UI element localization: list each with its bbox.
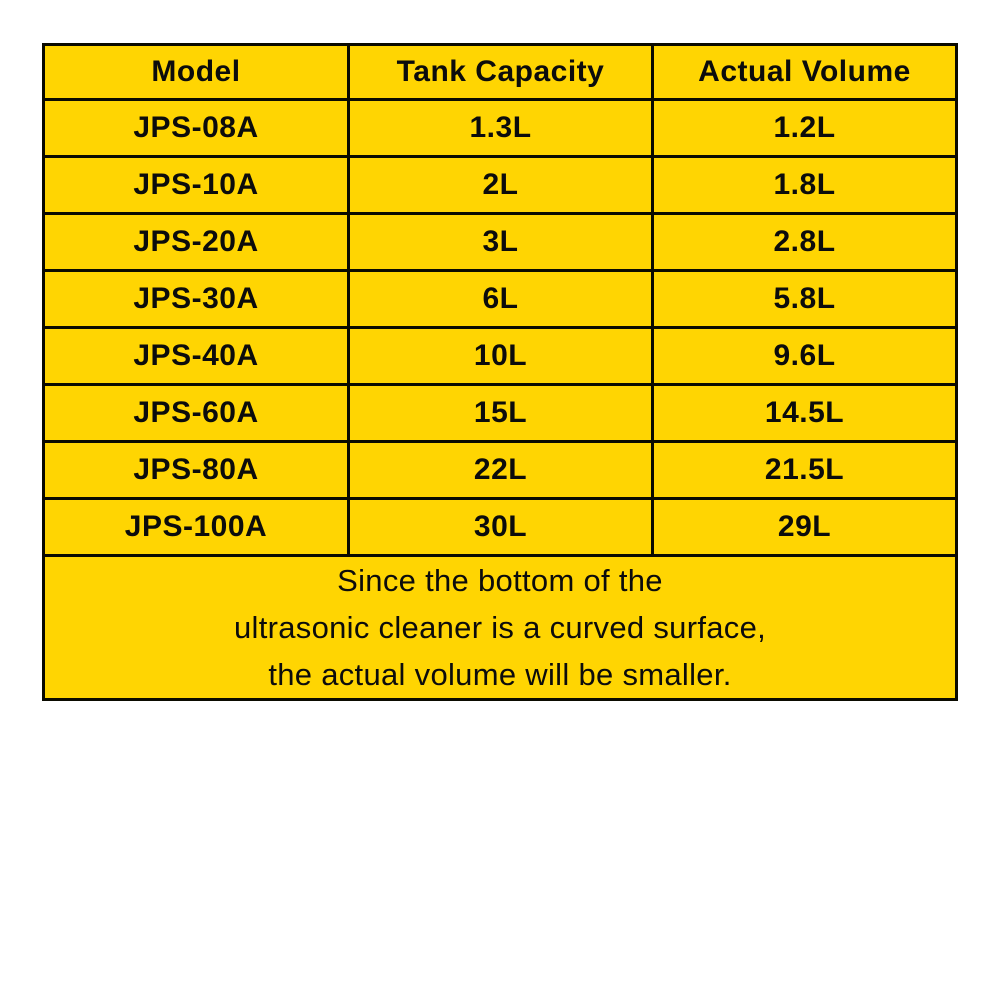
header-row: Model Tank Capacity Actual Volume (42, 43, 958, 101)
volume-cell: 14.5L (651, 383, 958, 443)
model-cell: JPS-40A (42, 326, 350, 386)
spec-table: Model Tank Capacity Actual Volume JPS-08… (42, 43, 958, 701)
capacity-cell: 6L (347, 269, 654, 329)
table-row: JPS-08A 1.3L 1.2L (42, 98, 958, 158)
volume-cell: 5.8L (651, 269, 958, 329)
volume-cell: 29L (651, 497, 958, 557)
note-cell: Since the bottom of the ultrasonic clean… (42, 554, 958, 701)
capacity-cell: 2L (347, 155, 654, 215)
table-row: JPS-100A 30L 29L (42, 497, 958, 557)
volume-cell: 21.5L (651, 440, 958, 500)
note-line: ultrasonic cleaner is a curved surface, (233, 610, 767, 645)
volume-cell: 1.8L (651, 155, 958, 215)
table-row: JPS-60A 15L 14.5L (42, 383, 958, 443)
header-actual-volume: Actual Volume (651, 43, 958, 101)
volume-cell: 1.2L (651, 98, 958, 158)
capacity-cell: 15L (347, 383, 654, 443)
model-cell: JPS-10A (42, 155, 350, 215)
model-cell: JPS-30A (42, 269, 350, 329)
volume-cell: 2.8L (651, 212, 958, 272)
model-cell: JPS-08A (42, 98, 350, 158)
capacity-cell: 10L (347, 326, 654, 386)
model-cell: JPS-80A (42, 440, 350, 500)
table-row: JPS-30A 6L 5.8L (42, 269, 958, 329)
note-line: the actual volume will be smaller. (268, 657, 732, 692)
capacity-cell: 3L (347, 212, 654, 272)
table-row: JPS-40A 10L 9.6L (42, 326, 958, 386)
capacity-cell: 22L (347, 440, 654, 500)
note-line: Since the bottom of the (337, 563, 663, 598)
note-row: Since the bottom of the ultrasonic clean… (42, 554, 958, 701)
table-row: JPS-80A 22L 21.5L (42, 440, 958, 500)
model-cell: JPS-20A (42, 212, 350, 272)
model-cell: JPS-60A (42, 383, 350, 443)
volume-cell: 9.6L (651, 326, 958, 386)
capacity-cell: 30L (347, 497, 654, 557)
table-row: JPS-10A 2L 1.8L (42, 155, 958, 215)
model-cell: JPS-100A (42, 497, 350, 557)
header-model: Model (42, 43, 350, 101)
header-tank-capacity: Tank Capacity (347, 43, 654, 101)
capacity-cell: 1.3L (347, 98, 654, 158)
table-row: JPS-20A 3L 2.8L (42, 212, 958, 272)
